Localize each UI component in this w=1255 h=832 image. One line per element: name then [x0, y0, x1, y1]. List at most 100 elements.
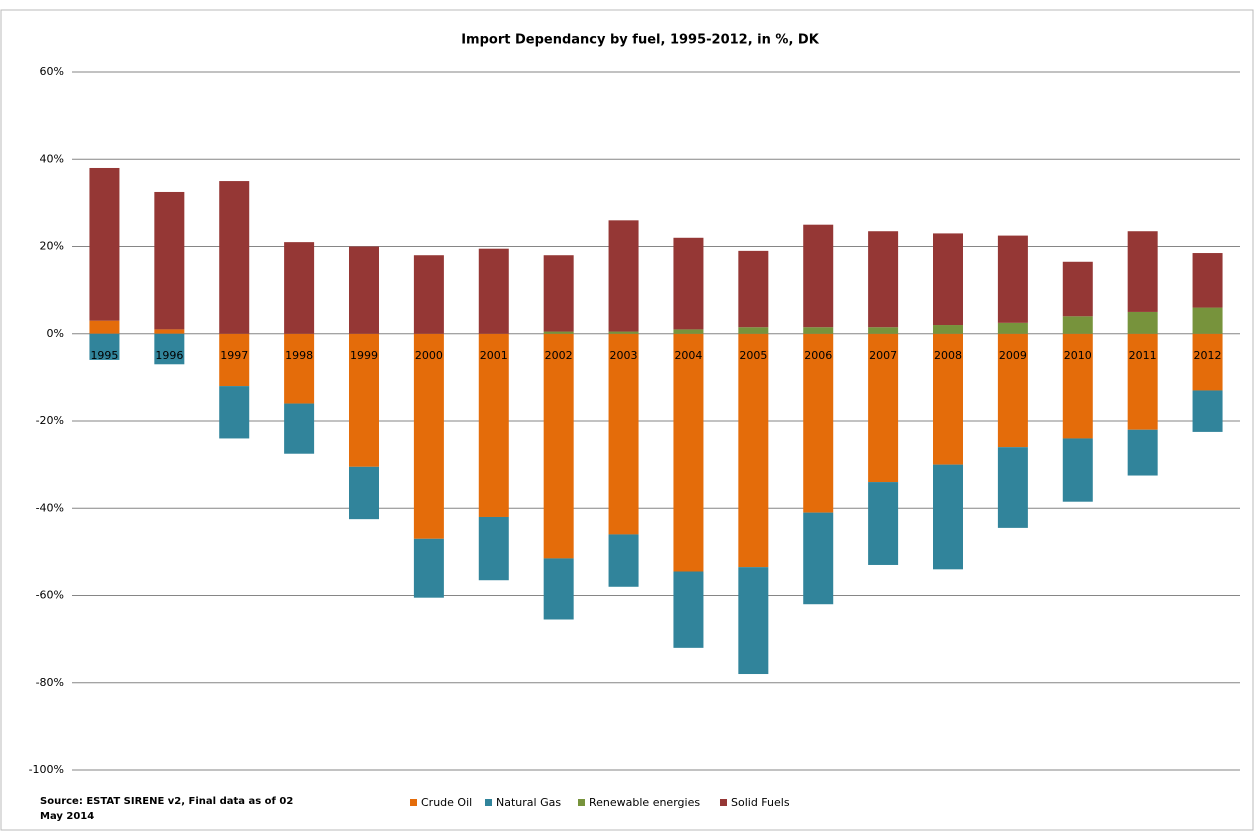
bar-segment — [543, 333, 574, 559]
x-tick-label: 1996 — [155, 349, 183, 362]
x-tick-label: 2004 — [674, 349, 702, 362]
source-note: Source: ESTAT SIRENE v2, Final data as o… — [40, 796, 294, 822]
legend-swatch — [720, 799, 727, 806]
chart-title: Import Dependancy by fuel, 1995-2012, in… — [461, 33, 819, 48]
bar-segment — [803, 333, 834, 513]
bar-segment — [154, 329, 185, 334]
bar-segment — [933, 325, 963, 334]
bar-segment — [997, 447, 1028, 528]
y-tick-label: -80% — [36, 676, 64, 689]
legend-swatch — [578, 799, 585, 806]
bar-segment — [868, 333, 899, 483]
bar-segment — [1192, 390, 1223, 432]
bar-segment — [478, 333, 509, 517]
bar-segment — [543, 255, 574, 332]
legend-label: Crude Oil — [421, 796, 472, 809]
bar-segment — [349, 466, 379, 520]
x-tick-label: 2002 — [545, 349, 573, 362]
legend-label: Natural Gas — [496, 796, 561, 809]
x-tick-label: 2001 — [480, 349, 508, 362]
bar-segment — [868, 482, 899, 565]
bar-segment — [89, 320, 120, 334]
bar-segment — [997, 322, 1028, 334]
bar-segment — [803, 327, 834, 334]
bar-segment — [608, 333, 639, 535]
bar-segment — [349, 246, 379, 334]
x-tick-label: 1997 — [220, 349, 248, 362]
bar-segment — [803, 512, 834, 605]
bar-segment — [284, 403, 315, 454]
bar-segment — [1127, 311, 1158, 334]
x-tick-label: 2003 — [610, 349, 638, 362]
bar-segment — [1062, 316, 1093, 334]
legend-swatch — [485, 799, 492, 806]
bar-segment — [803, 224, 834, 328]
bar-segment — [1127, 333, 1158, 430]
bar-segment — [738, 250, 769, 328]
bar-segment — [933, 333, 963, 465]
bar-segment — [608, 331, 639, 334]
x-tick-label: 2000 — [415, 349, 443, 362]
y-tick-label: -60% — [36, 589, 64, 602]
bar-segment — [1127, 231, 1158, 312]
bar-segment — [349, 333, 379, 467]
y-tick-label: -40% — [36, 501, 64, 514]
bar-segment — [89, 333, 120, 360]
x-tick-label: 1995 — [90, 349, 118, 362]
bar-segment — [1062, 438, 1093, 502]
bar-segment — [543, 558, 574, 620]
bar-segment — [154, 191, 185, 330]
y-tick-label: -100% — [29, 763, 64, 776]
bar-segment — [673, 329, 704, 334]
legend-label: Renewable energies — [589, 796, 700, 809]
bar-segment — [1062, 333, 1093, 439]
bar-segment — [738, 333, 769, 568]
bar-segment — [478, 248, 509, 334]
bar-segment — [997, 235, 1028, 323]
bar-segment — [154, 333, 185, 365]
bar-segment — [673, 237, 704, 330]
y-tick-label: 0% — [47, 327, 64, 340]
x-tick-label: 2007 — [869, 349, 897, 362]
bar-segment — [478, 516, 509, 581]
bar-segment — [1192, 253, 1223, 308]
bar-segment — [1127, 429, 1158, 476]
bar-segment — [1192, 307, 1223, 334]
bar-segment — [673, 333, 704, 572]
bar-segment — [1062, 261, 1093, 317]
bar-segment — [219, 181, 250, 334]
y-tick-label: -20% — [36, 414, 64, 427]
bar-segment — [868, 231, 899, 328]
bar-segment — [284, 242, 315, 334]
bar-segment — [738, 327, 769, 334]
x-tick-label: 2006 — [804, 349, 832, 362]
bar-segment — [413, 333, 444, 539]
bar-segment — [868, 327, 899, 334]
x-tick-label: 2005 — [739, 349, 767, 362]
bar-segment — [219, 333, 250, 387]
x-tick-label: 2012 — [1194, 349, 1222, 362]
x-tick-label: 2009 — [999, 349, 1027, 362]
x-tick-label: 2010 — [1064, 349, 1092, 362]
bar-segment — [284, 333, 315, 404]
bar-segment — [933, 464, 963, 570]
bar-segment — [1192, 333, 1223, 391]
x-tick-label: 2011 — [1129, 349, 1157, 362]
bar-segment — [543, 331, 574, 334]
y-tick-label: 20% — [40, 240, 64, 253]
bar-segment — [413, 538, 444, 598]
y-tick-label: 60% — [40, 65, 64, 78]
legend-label: Solid Fuels — [731, 796, 790, 809]
bar-segment — [219, 386, 250, 439]
bar-segment — [738, 567, 769, 675]
bar-segment — [673, 571, 704, 648]
legend-swatch — [410, 799, 417, 806]
x-tick-label: 1998 — [285, 349, 313, 362]
y-tick-label: 40% — [40, 152, 64, 165]
bar-segment — [933, 233, 963, 326]
bar-segment — [997, 333, 1028, 448]
bar-segment — [608, 534, 639, 587]
bar-segment — [89, 167, 120, 321]
